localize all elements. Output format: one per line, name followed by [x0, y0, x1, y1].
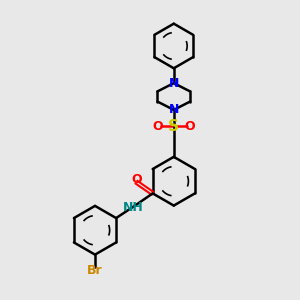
Text: O: O [131, 173, 142, 186]
Text: Br: Br [87, 264, 103, 277]
Text: O: O [185, 120, 195, 133]
Text: N: N [169, 103, 179, 116]
Text: N: N [169, 76, 179, 90]
Text: S: S [168, 119, 179, 134]
Text: O: O [152, 120, 163, 133]
Text: NH: NH [122, 201, 143, 214]
